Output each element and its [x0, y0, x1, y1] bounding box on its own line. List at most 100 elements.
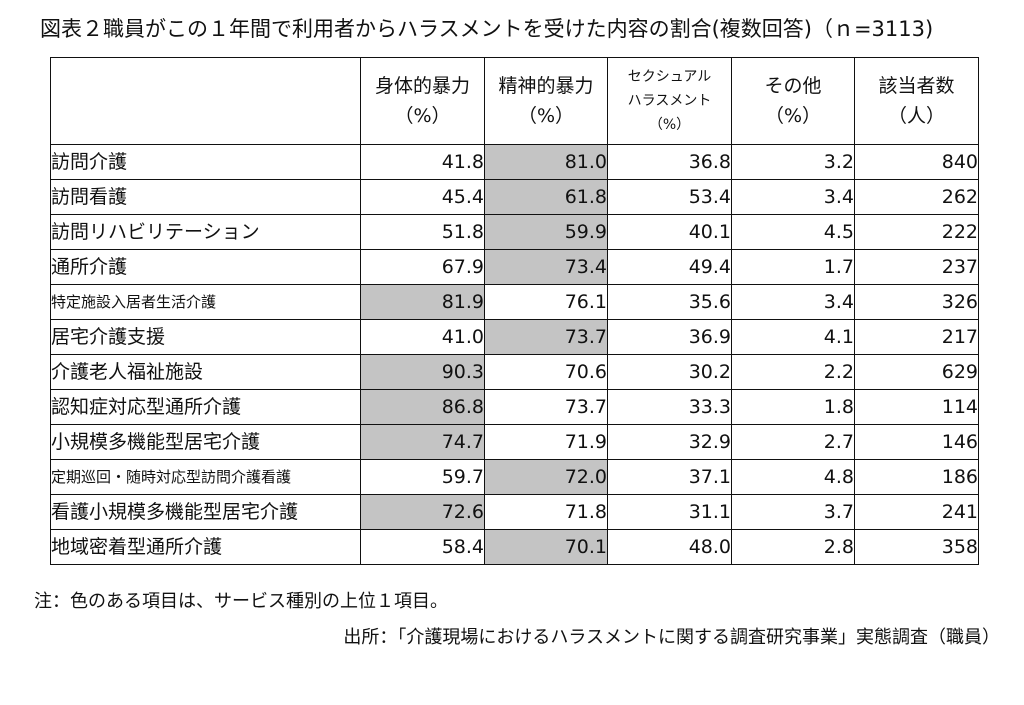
table-cell: 629	[854, 354, 979, 390]
column-header: 精神的暴力 （%）	[484, 57, 608, 145]
row-label: 定期巡回・随時対応型訪問介護看護	[50, 459, 361, 495]
column-header: 該当者数 （人）	[854, 57, 979, 145]
table-cell: 90.3	[360, 354, 485, 390]
table-row: 特定施設入居者生活介護 81.9 76.1 35.6 3.4 326	[50, 284, 979, 320]
table-cell: 71.8	[484, 494, 608, 530]
table-cell: 67.9	[360, 249, 485, 285]
table-cell: 70.6	[484, 354, 608, 390]
table-cell: 3.4	[731, 284, 855, 320]
column-label: その他	[764, 75, 822, 97]
table-cell: 4.5	[731, 214, 855, 250]
table-cell: 1.7	[731, 249, 855, 285]
table-cell: 53.4	[607, 179, 732, 215]
table-cell: 217	[854, 319, 979, 355]
column-label: 身体的暴力	[374, 75, 470, 97]
row-label: 介護老人福祉施設	[50, 354, 361, 390]
table-row: 地域密着型通所介護 58.4 70.1 48.0 2.8 358	[50, 529, 979, 565]
row-label: 認知症対応型通所介護	[50, 389, 361, 425]
table-cell: 3.7	[731, 494, 855, 530]
row-label: 訪問介護	[50, 144, 361, 180]
table-cell: 48.0	[607, 529, 732, 565]
table-cell: 36.8	[607, 144, 732, 180]
table-cell: 58.4	[360, 529, 485, 565]
table-cell: 32.9	[607, 424, 732, 460]
harassment-table: 身体的暴力 （%） 精神的暴力 （%） セクシュアル ハラスメント （%） その他 （%…	[50, 57, 979, 565]
table-cell: 35.6	[607, 284, 732, 320]
table-cell: 114	[854, 389, 979, 425]
row-label: 通所介護	[50, 249, 361, 285]
table-cell: 4.1	[731, 319, 855, 355]
column-unit: （%）	[517, 105, 575, 127]
table-row: 居宅介護支援 41.0 73.7 36.9 4.1 217	[50, 319, 979, 355]
row-label: 特定施設入居者生活介護	[50, 284, 361, 320]
table-cell: 70.1	[484, 529, 608, 565]
table-row: 通所介護 67.9 73.4 49.4 1.7 237	[50, 249, 979, 285]
table-row: 定期巡回・随時対応型訪問介護看護 59.7 72.0 37.1 4.8 186	[50, 459, 979, 495]
table-cell: 358	[854, 529, 979, 565]
table-row: 訪問介護 41.8 81.0 36.8 3.2 840	[50, 144, 979, 180]
table-cell: 72.0	[484, 459, 608, 495]
table-cell: 840	[854, 144, 979, 180]
table-cell: 146	[854, 424, 979, 460]
table-cell: 222	[854, 214, 979, 250]
table-cell: 186	[854, 459, 979, 495]
column-unit: （人）	[887, 105, 945, 127]
table-cell: 37.1	[607, 459, 732, 495]
table-cell: 326	[854, 284, 979, 320]
row-label: 看護小規模多機能型居宅介護	[50, 494, 361, 530]
row-label: 地域密着型通所介護	[50, 529, 361, 565]
table-cell: 86.8	[360, 389, 485, 425]
table-cell: 59.7	[360, 459, 485, 495]
table-cell: 31.1	[607, 494, 732, 530]
table-cell: 3.4	[731, 179, 855, 215]
table-cell: 49.4	[607, 249, 732, 285]
table-cell: 40.1	[607, 214, 732, 250]
table-cell: 81.0	[484, 144, 608, 180]
table-cell: 51.8	[360, 214, 485, 250]
table-row: 訪問リハビリテーション 51.8 59.9 40.1 4.5 222	[50, 214, 979, 250]
row-label: 居宅介護支援	[50, 319, 361, 355]
table-cell: 45.4	[360, 179, 485, 215]
table-cell: 73.7	[484, 389, 608, 425]
table-row: 看護小規模多機能型居宅介護 72.6 71.8 31.1 3.7 241	[50, 494, 979, 530]
table-cell: 59.9	[484, 214, 608, 250]
column-header: その他 （%）	[731, 57, 855, 145]
column-label: 該当者数	[878, 75, 955, 97]
table-cell: 73.4	[484, 249, 608, 285]
table-row: 小規模多機能型居宅介護 74.7 71.9 32.9 2.7 146	[50, 424, 979, 460]
table-cell: 237	[854, 249, 979, 285]
header-row: 身体的暴力 （%） 精神的暴力 （%） セクシュアル ハラスメント （%） その他 （%…	[50, 57, 979, 145]
table-row: 認知症対応型通所介護 86.8 73.7 33.3 1.8 114	[50, 389, 979, 425]
row-label: 訪問リハビリテーション	[50, 214, 361, 250]
table-cell: 73.7	[484, 319, 608, 355]
row-label: 小規模多機能型居宅介護	[50, 424, 361, 460]
table-cell: 33.3	[607, 389, 732, 425]
table-cell: 81.9	[360, 284, 485, 320]
row-label: 訪問看護	[50, 179, 361, 215]
table-body: 訪問介護 41.8 81.0 36.8 3.2 840 訪問看護 45.4 61.8 53.4 3.…	[50, 144, 979, 565]
table-cell: 1.8	[731, 389, 855, 425]
column-unit: （%）	[394, 105, 451, 127]
table-cell: 2.7	[731, 424, 855, 460]
source-note: 出所：「介護現場におけるハラスメントに関する調査研究事業」実態調査（職員）	[343, 627, 1000, 648]
table-cell: 4.8	[731, 459, 855, 495]
table-cell: 41.0	[360, 319, 485, 355]
table-cell: 61.8	[484, 179, 608, 215]
table-cell: 71.9	[484, 424, 608, 460]
table-cell: 2.8	[731, 529, 855, 565]
footnote: 注：色のある項目は、サービス種別の上位１項目。	[34, 591, 448, 612]
table-cell: 262	[854, 179, 979, 215]
figure-title: 図表２職員がこの１年間で利用者からハラスメントを受けた内容の割合(複数回答)（ｎ…	[40, 17, 934, 41]
table-cell: 36.9	[607, 319, 732, 355]
column-unit: （%）	[648, 117, 691, 133]
table-cell: 72.6	[360, 494, 485, 530]
table-cell: 30.2	[607, 354, 732, 390]
column-label: セクシュアル ハラスメント	[627, 69, 712, 109]
table-row: 訪問看護 45.4 61.8 53.4 3.4 262	[50, 179, 979, 215]
column-label: 精神的暴力	[498, 75, 594, 97]
column-header: セクシュアル ハラスメント （%）	[607, 57, 732, 145]
table-cell: 2.2	[731, 354, 855, 390]
column-unit: （%）	[764, 105, 822, 127]
table-cell: 3.2	[731, 144, 855, 180]
table-cell: 74.7	[360, 424, 485, 460]
